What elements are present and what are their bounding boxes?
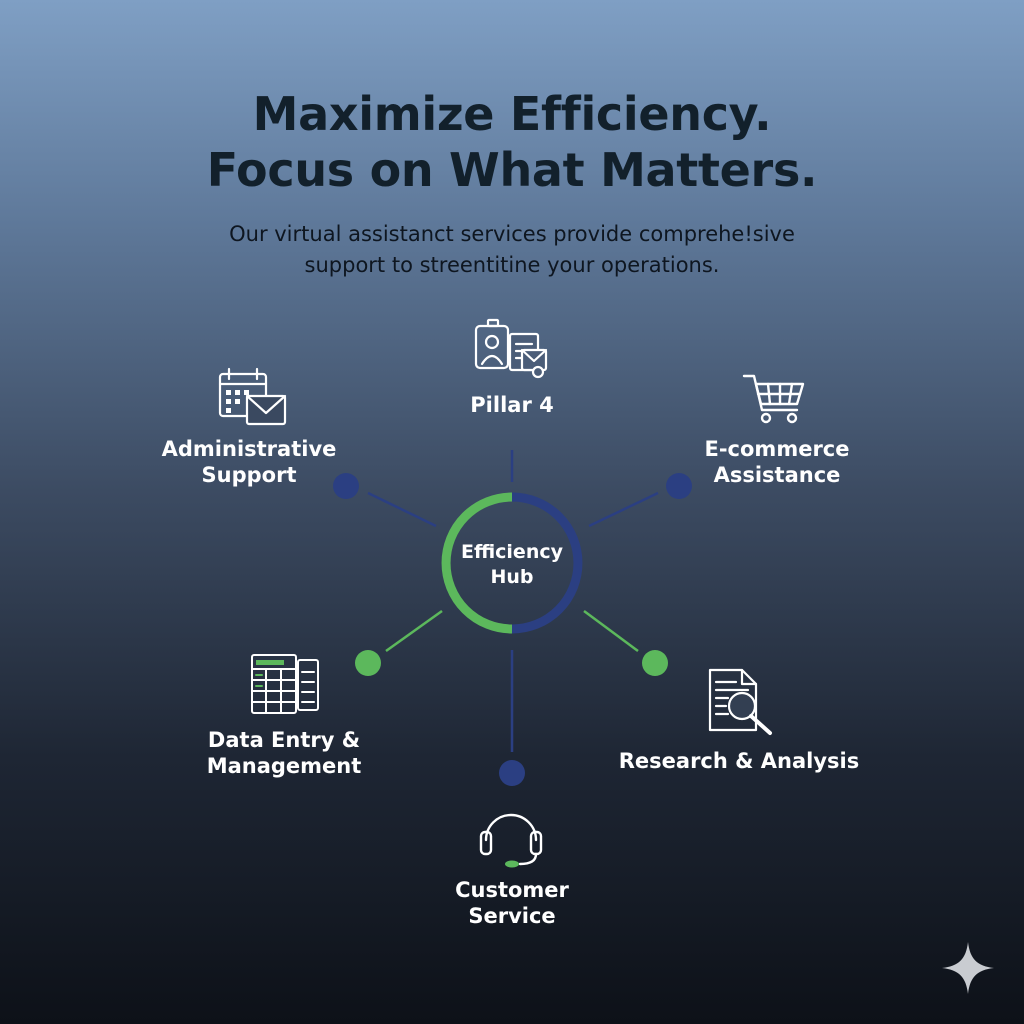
- data-entry-label-line-1: Data Entry &: [207, 728, 361, 752]
- hub-label-line-2: Hub: [490, 566, 534, 588]
- connector-data-entry: [385, 609, 443, 653]
- dot-research: [642, 650, 668, 676]
- dot-administrative: [333, 473, 359, 499]
- customer-service-label-line-2: Service: [468, 904, 556, 928]
- node-pillar4: Pillar 4: [432, 392, 592, 418]
- administrative-label-line-1: Administrative: [161, 437, 337, 461]
- hub-ring-green: [441, 492, 513, 634]
- node-administrative: Administrative Support: [149, 436, 349, 488]
- ecommerce-label-line-1: E-commerce: [704, 437, 850, 461]
- customer-service-label-line-1: Customer: [455, 878, 569, 902]
- spreadsheet-icon: [251, 654, 319, 714]
- administrative-label-line-2: Support: [201, 463, 297, 487]
- node-ecommerce: E-commerce Assistance: [677, 436, 877, 488]
- headset-icon: [479, 813, 543, 868]
- node-research: Research & Analysis: [609, 748, 869, 774]
- research-label: Research & Analysis: [618, 749, 860, 773]
- dot-data-entry: [355, 650, 381, 676]
- hub-label: Efficiency Hub: [432, 540, 592, 590]
- node-customer-service: Customer Service: [412, 877, 612, 929]
- connector-research: [583, 609, 639, 653]
- id-badge-documents-icon: [474, 318, 548, 379]
- node-data-entry: Data Entry & Management: [184, 727, 384, 779]
- pillar4-label: Pillar 4: [470, 393, 554, 417]
- subtitle-line-2: support to streentitine your operations.: [304, 253, 720, 277]
- connector-ecommerce: [588, 491, 659, 528]
- headline-line-1: Maximize Efficiency.: [252, 87, 772, 141]
- ecommerce-label-line-2: Assistance: [713, 463, 841, 487]
- dot-customer-service: [499, 760, 525, 786]
- subtitle-line-1: Our virtual assistanct services provide …: [229, 222, 795, 246]
- shopping-cart-icon: [742, 374, 805, 424]
- data-entry-label-line-2: Management: [206, 754, 362, 778]
- dot-ecommerce: [666, 473, 692, 499]
- calendar-mail-icon: [218, 367, 287, 426]
- headline-line-2: Focus on What Matters.: [206, 143, 818, 197]
- hub-ring-navy: [511, 492, 583, 634]
- sparkle-icon: [942, 942, 994, 994]
- connector-administrative: [367, 491, 437, 528]
- hub-label-line-1: Efficiency: [460, 541, 563, 563]
- document-magnifier-icon: [708, 668, 772, 735]
